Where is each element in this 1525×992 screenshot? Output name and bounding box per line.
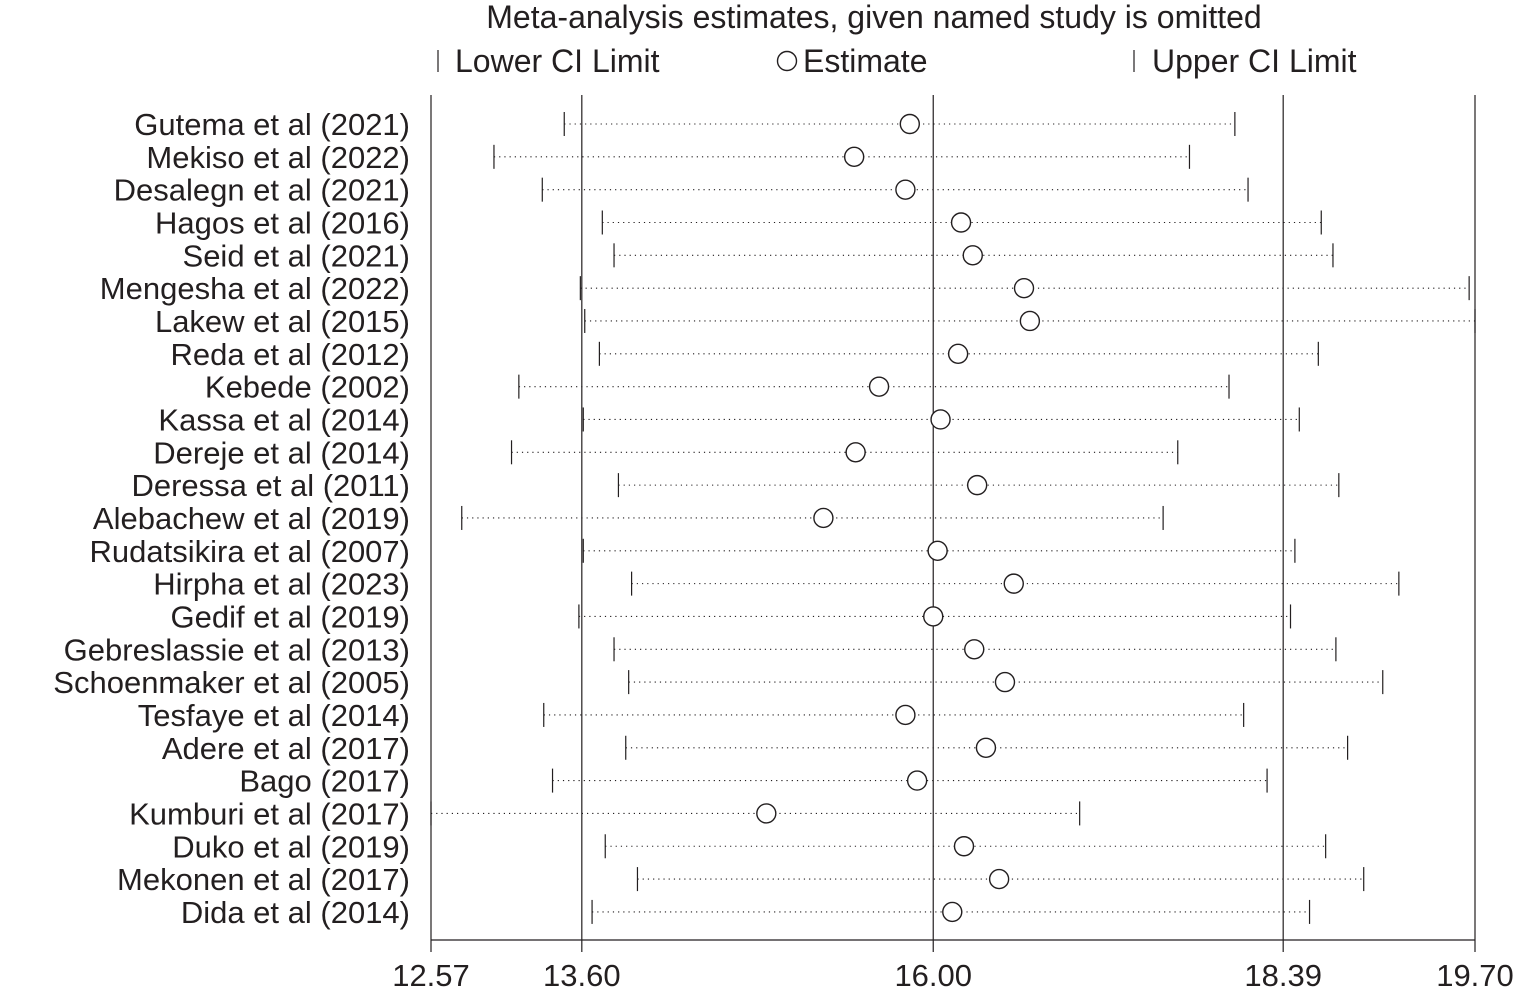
estimate-marker bbox=[895, 179, 916, 200]
study-label: Seid et al (2021) bbox=[183, 238, 410, 273]
estimate-marker bbox=[947, 343, 969, 365]
estimate-marker bbox=[964, 639, 985, 660]
study-row: Mekiso et al (2022) bbox=[146, 140, 1191, 175]
estimate-marker bbox=[994, 671, 1016, 693]
study-label: Bago (2017) bbox=[239, 764, 410, 799]
study-row: Dereje et al (2014) bbox=[153, 435, 1179, 470]
estimate-marker bbox=[966, 474, 988, 496]
plot-frame bbox=[430, 95, 1476, 941]
study-row: Mekonen et al (2017) bbox=[117, 862, 1365, 897]
study-row: Hirpha et al (2023) bbox=[153, 567, 1400, 602]
estimate-marker bbox=[895, 704, 916, 726]
study-row: Bago (2017) bbox=[239, 764, 1268, 799]
study-label: Lakew et al (2015) bbox=[155, 304, 410, 339]
study-label: Mengesha et al (2022) bbox=[100, 271, 410, 306]
study-label: Mekonen et al (2017) bbox=[117, 862, 410, 897]
study-label: Desalegn et al (2021) bbox=[114, 173, 410, 208]
study-label: Gutema et al (2021) bbox=[134, 107, 410, 142]
x-tick-label: 19.70 bbox=[1436, 958, 1514, 992]
study-label: Mekiso et al (2022) bbox=[146, 140, 410, 175]
study-row: Rudatsikira et al (2007) bbox=[90, 534, 1296, 569]
estimate-marker bbox=[845, 442, 866, 463]
x-tick-label: 12.57 bbox=[392, 958, 470, 992]
estimate-marker bbox=[930, 409, 951, 430]
study-row: Seid et al (2021) bbox=[183, 238, 1334, 273]
reference-lines bbox=[581, 95, 1284, 940]
study-row: Kumburi et al (2017) bbox=[129, 796, 1081, 831]
estimate-marker bbox=[906, 770, 928, 791]
estimate-marker bbox=[843, 146, 865, 168]
study-label: Hirpha et al (2023) bbox=[153, 567, 410, 602]
study-label: Alebachew et al (2019) bbox=[93, 501, 410, 536]
study-label: Kumburi et al (2017) bbox=[129, 796, 410, 831]
study-row: Schoenmaker et al (2005) bbox=[53, 665, 1384, 700]
estimate-marker bbox=[923, 606, 944, 627]
estimate-marker bbox=[756, 803, 777, 824]
x-axis-ticks: 12.57 13.60 16.00 18.39 19.70 bbox=[392, 940, 1514, 992]
estimate-marker bbox=[1003, 573, 1024, 594]
study-row: Gutema et al (2021) bbox=[134, 107, 1236, 142]
legend-upper-ci-label: Upper CI Limit bbox=[1152, 43, 1357, 79]
study-row: Duko et al (2019) bbox=[172, 829, 1327, 864]
estimate-marker bbox=[1013, 277, 1035, 299]
study-row: Mengesha et al (2022) bbox=[100, 271, 1470, 306]
study-label: Hagos et al (2016) bbox=[155, 205, 410, 240]
study-label: Duko et al (2019) bbox=[172, 829, 410, 864]
x-tick-label: 18.39 bbox=[1244, 958, 1322, 992]
study-row: Gedif et al (2019) bbox=[170, 599, 1292, 634]
estimate-marker bbox=[1019, 310, 1041, 332]
estimate-marker bbox=[988, 868, 1010, 890]
study-label: Dereje et al (2014) bbox=[153, 435, 410, 470]
study-row: Tesfaye et al (2014) bbox=[138, 698, 1245, 733]
study-label: Dida et al (2014) bbox=[181, 895, 410, 930]
study-row: Gebreslassie et al (2013) bbox=[64, 632, 1337, 667]
estimate-marker bbox=[813, 507, 834, 529]
study-label: Deressa et al (2011) bbox=[131, 468, 410, 503]
study-row: Kassa et al (2014) bbox=[158, 402, 1300, 437]
study-row: Alebachew et al (2019) bbox=[93, 501, 1164, 536]
legend-estimate-marker bbox=[776, 50, 798, 72]
study-row: Dida et al (2014) bbox=[181, 895, 1311, 930]
legend-lower-ci-label: Lower CI Limit bbox=[455, 43, 660, 79]
chart-title: Meta-analysis estimates, given named stu… bbox=[486, 0, 1261, 35]
estimate-marker bbox=[962, 245, 983, 266]
study-label: Kassa et al (2014) bbox=[158, 402, 410, 437]
study-label: Reda et al (2012) bbox=[170, 337, 410, 372]
study-row: Adere et al (2017) bbox=[162, 731, 1349, 766]
study-label: Gedif et al (2019) bbox=[170, 599, 410, 634]
legend-estimate-label: Estimate bbox=[803, 43, 927, 79]
study-row: Lakew et al (2015) bbox=[155, 304, 1476, 339]
study-row: Kebede (2002) bbox=[205, 370, 1230, 405]
estimate-marker bbox=[950, 212, 972, 233]
estimate-marker bbox=[942, 901, 963, 923]
estimate-marker bbox=[927, 540, 948, 561]
study-label: Kebede (2002) bbox=[205, 370, 410, 405]
study-label: Gebreslassie et al (2013) bbox=[64, 632, 410, 667]
study-rows: Gutema et al (2021)Mekiso et al (2022)De… bbox=[53, 107, 1476, 930]
study-label: Tesfaye et al (2014) bbox=[138, 698, 410, 733]
study-row: Desalegn et al (2021) bbox=[114, 173, 1249, 208]
study-row: Reda et al (2012) bbox=[170, 337, 1319, 372]
study-row: Deressa et al (2011) bbox=[131, 468, 1340, 503]
estimate-marker bbox=[975, 737, 997, 758]
study-row: Hagos et al (2016) bbox=[155, 205, 1322, 240]
x-tick-label: 16.00 bbox=[894, 958, 972, 992]
x-tick-label: 13.60 bbox=[543, 958, 621, 992]
estimate-marker bbox=[953, 836, 975, 857]
study-label: Rudatsikira et al (2007) bbox=[90, 534, 411, 569]
study-label: Schoenmaker et al (2005) bbox=[53, 665, 410, 700]
estimate-marker bbox=[899, 113, 921, 135]
legend: Lower CI Limit Estimate Upper CI Limit bbox=[437, 43, 1357, 79]
estimate-marker bbox=[868, 376, 890, 397]
study-label: Adere et al (2017) bbox=[162, 731, 410, 766]
